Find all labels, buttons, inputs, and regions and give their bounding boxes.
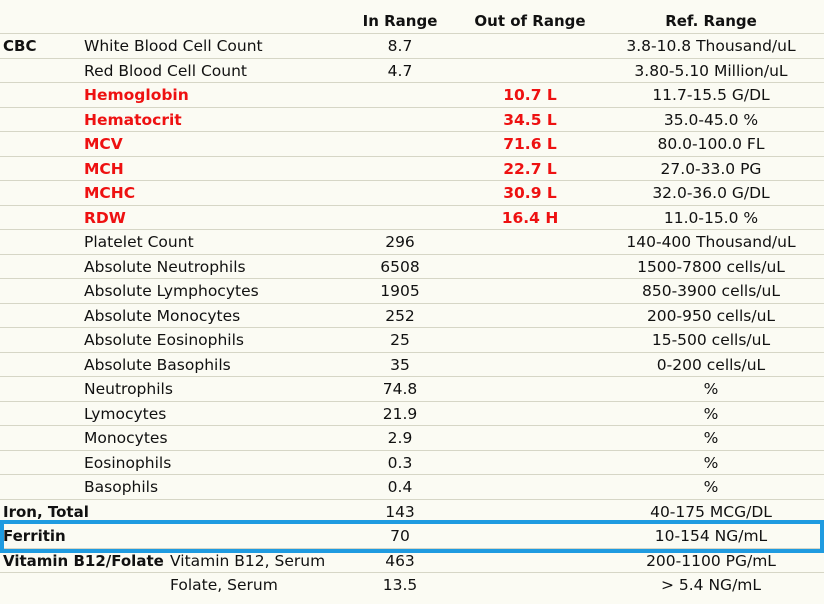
ferritin-highlight-box xyxy=(0,520,824,553)
table-row: MCHC 30.9 L 32.0-36.0 G/DL xyxy=(0,180,824,206)
row-reference-range: 200-1100 PG/mL xyxy=(646,551,776,570)
table-row: Absolute Eosinophils 25 15-500 cells/uL xyxy=(0,327,824,353)
table-header: In Range Out of Range Ref. Range xyxy=(0,0,824,34)
row-reference-range: 1500-7800 cells/uL xyxy=(637,257,785,276)
table-row: MCH 22.7 L 27.0-33.0 PG xyxy=(0,155,824,182)
row-reference-range: 11.0-15.0 % xyxy=(663,208,759,227)
row-in-range-value: 25 xyxy=(390,331,410,349)
row-reference-range: 10-154 NG/mL xyxy=(654,527,768,545)
row-test-name: Absolute Lymphocytes xyxy=(84,282,259,300)
row-group-label: Ferritin xyxy=(3,527,66,545)
table-row: Neutrophils 74.8% xyxy=(0,376,824,402)
row-test-name: Lymocytes xyxy=(84,404,167,423)
row-reference-range: 140-400 Thousand/uL xyxy=(626,233,796,251)
row-test-name: MCH xyxy=(84,159,124,178)
row-test-name: Hematocrit xyxy=(84,110,182,129)
row-test-name: White Blood Cell Count xyxy=(84,37,263,55)
row-reference-range: 3.8-10.8 Thousand/uL xyxy=(626,37,796,55)
row-in-range-value: 35 xyxy=(390,355,410,374)
table-row: Platelet Count 296 140-400 Thousand/uL xyxy=(0,229,824,255)
table-row: Absolute Neutrophils 6508 1500-7800 cells/… xyxy=(0,253,824,280)
row-reference-range: 40-175 MCG/DL xyxy=(650,502,772,521)
table-row: Hematocrit 34.5 L 35.0-45.0 % xyxy=(0,106,824,133)
row-test-name: Platelet Count xyxy=(84,233,194,251)
row-test-name: Absolute Monocytes xyxy=(84,306,241,325)
row-test-name: RDW xyxy=(84,208,126,227)
row-out-of-range-value: 34.5 L xyxy=(503,110,557,129)
table-row: Folate, Serum 13.5 > 5.4 NG/mL xyxy=(0,572,824,598)
row-reference-range: 35.0-45.0 % xyxy=(663,110,759,129)
table-row: Monocytes 2.9% xyxy=(0,425,824,451)
table-row: Absolute Monocytes 252 200-950 cells/uL xyxy=(0,302,824,329)
row-in-range-value: 6508 xyxy=(380,257,420,276)
row-reference-range: 850-3900 cells/uL xyxy=(642,282,780,300)
row-in-range-value: 74.8 xyxy=(382,380,418,398)
row-group-label: CBC xyxy=(3,37,37,55)
table-row: Hemoglobin 10.7 L 11.7-15.5 G/DL xyxy=(0,82,824,108)
table-row: Absolute Lymphocytes 1905 850-3900 cells/u… xyxy=(0,278,824,304)
row-reference-range: % xyxy=(703,404,719,423)
row-out-of-range-value: 30.9 L xyxy=(503,184,557,202)
row-test-name: MCHC xyxy=(84,184,136,202)
table-row: MCV 71.6 L 80.0-100.0 FL xyxy=(0,131,824,157)
row-test-name: Hemoglobin xyxy=(84,86,189,104)
row-reference-range: 15-500 cells/uL xyxy=(651,331,771,349)
row-reference-range: 0-200 cells/uL xyxy=(656,355,766,374)
table-row: Iron, Total 143 40-175 MCG/DL xyxy=(0,498,824,525)
row-reference-range: % xyxy=(703,453,719,472)
row-test-name: Absolute Eosinophils xyxy=(84,331,244,349)
row-in-range-value: 2.9 xyxy=(387,429,413,447)
row-in-range-value: 0.4 xyxy=(387,478,413,496)
table-row: CBC White Blood Cell Count 8.7 3.8-10.8 Tho… xyxy=(0,33,824,59)
row-test-name: Basophils xyxy=(84,478,159,496)
column-header-ref-range: Ref. Range xyxy=(665,12,757,30)
row-in-range-value: 463 xyxy=(385,551,415,570)
column-header-in-range: In Range xyxy=(362,12,438,30)
table-row: Red Blood Cell Count 4.7 3.80-5.10 Million… xyxy=(0,57,824,84)
table-row: Vitamin B12/Folate Vitamin B12, Serum 463 2… xyxy=(0,547,824,574)
row-test-name: Red Blood Cell Count xyxy=(84,61,247,80)
row-in-range-value: 0.3 xyxy=(387,453,413,472)
row-reference-range: 11.7-15.5 G/DL xyxy=(652,86,770,104)
table-row: Basophils 0.4% xyxy=(0,474,824,500)
row-test-name: Folate, Serum xyxy=(170,576,278,594)
row-reference-range: 80.0-100.0 FL xyxy=(657,135,765,153)
row-test-name: MCV xyxy=(84,135,123,153)
row-reference-range: % xyxy=(703,478,719,496)
row-reference-range: 200-950 cells/uL xyxy=(646,306,776,325)
row-in-range-value: 8.7 xyxy=(387,37,413,55)
row-reference-range: 3.80-5.10 Million/uL xyxy=(634,61,788,80)
row-reference-range: % xyxy=(703,380,719,398)
table-row: Eosinophils 0.3% xyxy=(0,449,824,476)
row-group-label: Iron, Total xyxy=(3,502,89,521)
row-test-name: Absolute Basophils xyxy=(84,355,231,374)
row-in-range-value: 252 xyxy=(385,306,415,325)
row-in-range-value: 296 xyxy=(385,233,415,251)
row-in-range-value: 4.7 xyxy=(387,61,413,80)
row-in-range-value: 143 xyxy=(385,502,415,521)
row-in-range-value: 70 xyxy=(390,527,410,545)
table-row: RDW 16.4 H 11.0-15.0 % xyxy=(0,204,824,231)
row-reference-range: > 5.4 NG/mL xyxy=(660,576,762,594)
row-in-range-value: 1905 xyxy=(380,282,420,300)
column-header-out-of-range: Out of Range xyxy=(474,12,586,30)
row-in-range-value: 21.9 xyxy=(382,404,418,423)
row-test-name: Vitamin B12, Serum xyxy=(170,551,326,570)
row-group-label: Vitamin B12/Folate xyxy=(3,551,164,570)
row-out-of-range-value: 22.7 L xyxy=(503,159,557,178)
row-test-name: Absolute Neutrophils xyxy=(84,257,246,276)
table-row: Lymocytes 21.9% xyxy=(0,400,824,427)
table-row: Absolute Basophils 35 0-200 cells/uL xyxy=(0,351,824,378)
row-reference-range: 32.0-36.0 G/DL xyxy=(652,184,770,202)
row-out-of-range-value: 10.7 L xyxy=(503,86,557,104)
row-reference-range: % xyxy=(703,429,719,447)
row-test-name: Neutrophils xyxy=(84,380,173,398)
row-test-name: Eosinophils xyxy=(84,453,172,472)
row-out-of-range-value: 16.4 H xyxy=(501,208,559,227)
row-in-range-value: 13.5 xyxy=(382,576,418,594)
row-reference-range: 27.0-33.0 PG xyxy=(660,159,762,178)
row-test-name: Monocytes xyxy=(84,429,168,447)
row-out-of-range-value: 71.6 L xyxy=(503,135,557,153)
